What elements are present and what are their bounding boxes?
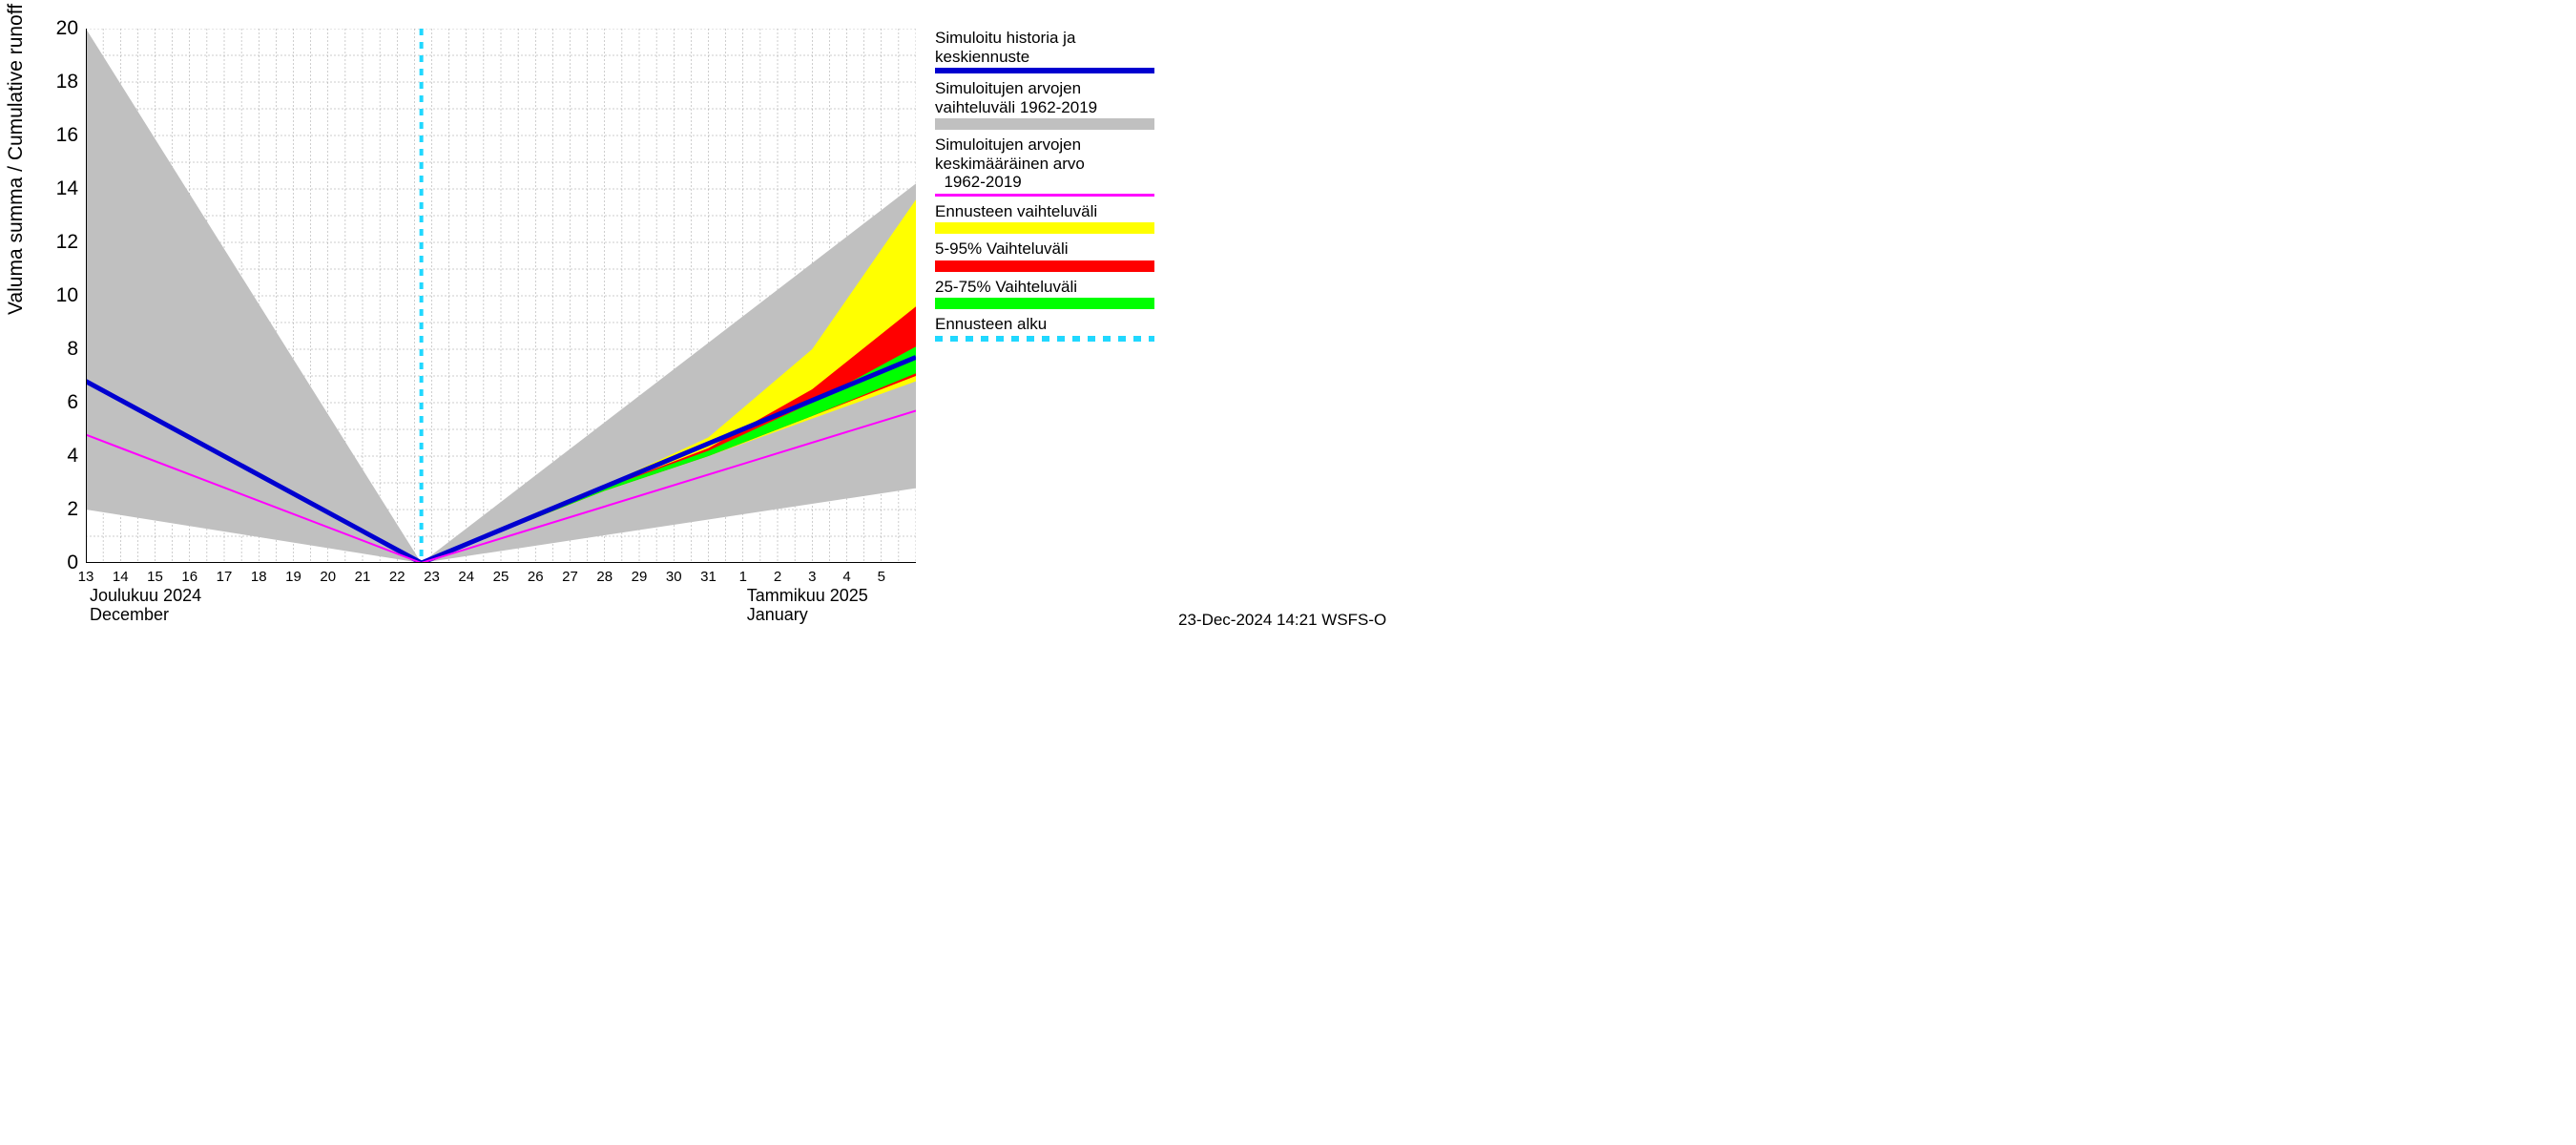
x-tick-label: 15 xyxy=(147,569,163,585)
x-tick-label: 17 xyxy=(217,569,233,585)
month-label-fi: Tammikuu 2025 xyxy=(747,586,868,606)
month-label-en: December xyxy=(90,605,169,625)
y-tick-label: 12 xyxy=(21,231,78,254)
x-tick-label: 25 xyxy=(493,569,509,585)
y-tick-label: 20 xyxy=(21,17,78,40)
legend: Simuloitu historia jakeskiennuste Simuloi… xyxy=(935,29,1164,347)
x-tick-label: 28 xyxy=(596,569,613,585)
x-tick-label: 5 xyxy=(878,569,885,585)
x-tick-label: 24 xyxy=(458,569,474,585)
chart-container: Valuma summa / Cumulative runoff mm Valu… xyxy=(0,0,1460,649)
y-tick-label: 14 xyxy=(21,177,78,200)
x-tick-label: 3 xyxy=(808,569,816,585)
x-tick-label: 20 xyxy=(320,569,336,585)
legend-label: Ennusteen alku xyxy=(935,315,1164,334)
legend-item: Ennusteen alku xyxy=(935,315,1164,342)
x-tick-label: 4 xyxy=(842,569,850,585)
x-tick-label: 22 xyxy=(389,569,405,585)
x-tick-label: 21 xyxy=(355,569,371,585)
x-tick-label: 1 xyxy=(739,569,747,585)
legend-item: 25-75% Vaihteluväli xyxy=(935,278,1164,310)
x-tick-label: 26 xyxy=(528,569,544,585)
y-tick-label: 6 xyxy=(21,391,78,414)
timestamp-footer: 23-Dec-2024 14:21 WSFS-O xyxy=(1178,611,1386,630)
legend-swatch xyxy=(935,298,1154,309)
legend-label: Simuloitujen arvojenvaihteluväli 1962-20… xyxy=(935,79,1164,116)
legend-label: Simuloitu historia jakeskiennuste xyxy=(935,29,1164,66)
y-tick-label: 16 xyxy=(21,124,78,147)
x-tick-label: 18 xyxy=(251,569,267,585)
y-tick-label: 18 xyxy=(21,71,78,94)
legend-swatch xyxy=(935,68,1154,73)
x-tick-label: 30 xyxy=(666,569,682,585)
plot-area xyxy=(86,29,916,563)
legend-swatch xyxy=(935,118,1154,130)
legend-swatch xyxy=(935,336,1154,342)
y-tick-label: 8 xyxy=(21,338,78,361)
x-tick-label: 14 xyxy=(113,569,129,585)
x-tick-label: 29 xyxy=(632,569,648,585)
x-tick-label: 31 xyxy=(700,569,717,585)
legend-item: Simuloitujen arvojenkeskimääräinen arvo … xyxy=(935,135,1164,197)
legend-swatch xyxy=(935,260,1154,272)
legend-label: Ennusteen vaihteluväli xyxy=(935,202,1164,221)
legend-label: Simuloitujen arvojenkeskimääräinen arvo … xyxy=(935,135,1164,192)
legend-label: 5-95% Vaihteluväli xyxy=(935,239,1164,259)
y-axis-label: Valuma summa / Cumulative runoff mm xyxy=(5,0,28,315)
x-tick-label: 2 xyxy=(774,569,781,585)
y-tick-label: 0 xyxy=(21,552,78,574)
legend-item: Simuloitu historia jakeskiennuste xyxy=(935,29,1164,73)
y-tick-label: 4 xyxy=(21,445,78,468)
legend-label: 25-75% Vaihteluväli xyxy=(935,278,1164,297)
x-tick-label: 23 xyxy=(424,569,440,585)
legend-swatch xyxy=(935,222,1154,234)
month-label-fi: Joulukuu 2024 xyxy=(90,586,201,606)
y-tick-label: 10 xyxy=(21,284,78,307)
month-label-en: January xyxy=(747,605,808,625)
legend-item: Ennusteen vaihteluväli xyxy=(935,202,1164,235)
y-tick-label: 2 xyxy=(21,498,78,521)
x-tick-label: 19 xyxy=(285,569,301,585)
x-tick-label: 13 xyxy=(78,569,94,585)
x-tick-label: 16 xyxy=(181,569,197,585)
legend-swatch xyxy=(935,194,1154,197)
legend-item: 5-95% Vaihteluväli xyxy=(935,239,1164,272)
x-tick-label: 27 xyxy=(562,569,578,585)
legend-item: Simuloitujen arvojenvaihteluväli 1962-20… xyxy=(935,79,1164,130)
